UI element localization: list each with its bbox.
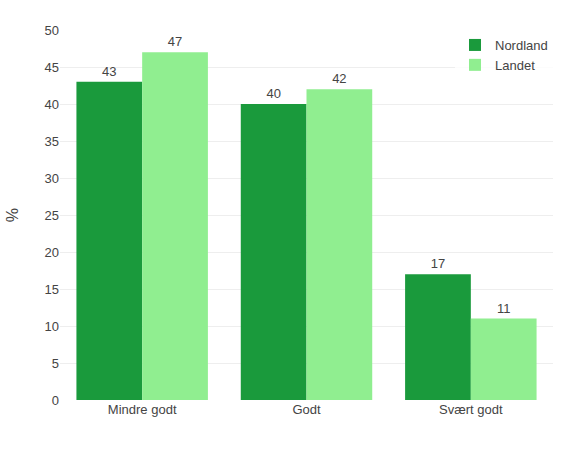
svg-text:%: % xyxy=(4,208,21,222)
svg-text:35: 35 xyxy=(45,134,59,149)
svg-text:Mindre godt: Mindre godt xyxy=(108,402,177,417)
svg-text:Godt: Godt xyxy=(292,402,321,417)
svg-text:0: 0 xyxy=(52,393,59,408)
svg-text:47: 47 xyxy=(168,34,182,49)
svg-text:11: 11 xyxy=(497,301,511,316)
svg-text:45: 45 xyxy=(45,60,59,75)
svg-text:17: 17 xyxy=(431,256,445,271)
svg-text:Nordland: Nordland xyxy=(495,38,548,53)
svg-text:10: 10 xyxy=(45,319,59,334)
svg-text:30: 30 xyxy=(45,171,59,186)
svg-text:50: 50 xyxy=(45,23,59,38)
svg-text:15: 15 xyxy=(45,282,59,297)
svg-text:20: 20 xyxy=(45,245,59,260)
svg-text:40: 40 xyxy=(45,97,59,112)
svg-text:Svært godt: Svært godt xyxy=(439,402,503,417)
svg-text:43: 43 xyxy=(102,64,116,79)
svg-text:42: 42 xyxy=(332,71,346,86)
svg-text:Landet: Landet xyxy=(495,58,535,73)
svg-text:25: 25 xyxy=(45,208,59,223)
svg-text:5: 5 xyxy=(52,356,59,371)
svg-text:40: 40 xyxy=(266,86,280,101)
